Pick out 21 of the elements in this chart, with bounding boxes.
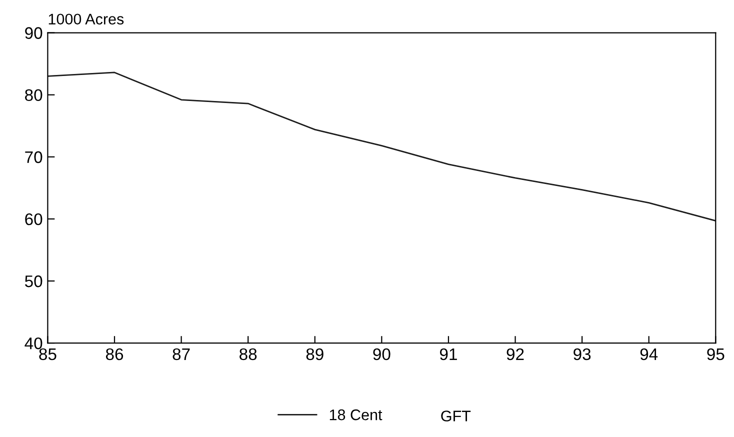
x-tick-label: 90: [373, 348, 390, 360]
x-tick-label: 95: [707, 348, 724, 360]
x-tick-label: 89: [306, 348, 324, 360]
x-tick-label: 94: [640, 348, 658, 360]
y-axis-title: 1000 Acres: [48, 14, 124, 25]
y-tick-label: 70: [25, 151, 42, 164]
x-tick-label: 88: [240, 348, 257, 360]
x-tick-label: 86: [106, 348, 124, 360]
x-tick-label: 91: [440, 348, 457, 360]
y-tick-label: 60: [25, 213, 42, 226]
x-tick-label: 92: [506, 348, 524, 360]
line-series: [48, 72, 716, 222]
y-tick-label: 40: [24, 337, 42, 350]
x-tick-label: 85: [39, 348, 56, 360]
x-tick-label: 93: [574, 348, 591, 360]
y-tick-label: 50: [24, 275, 42, 288]
legend-label: 18 Cent: [330, 409, 382, 420]
x-tick-label: 87: [172, 348, 190, 360]
text: GFT: [441, 410, 471, 422]
y-tick-label: 90: [25, 27, 42, 39]
y-tick-label: 80: [25, 89, 42, 102]
